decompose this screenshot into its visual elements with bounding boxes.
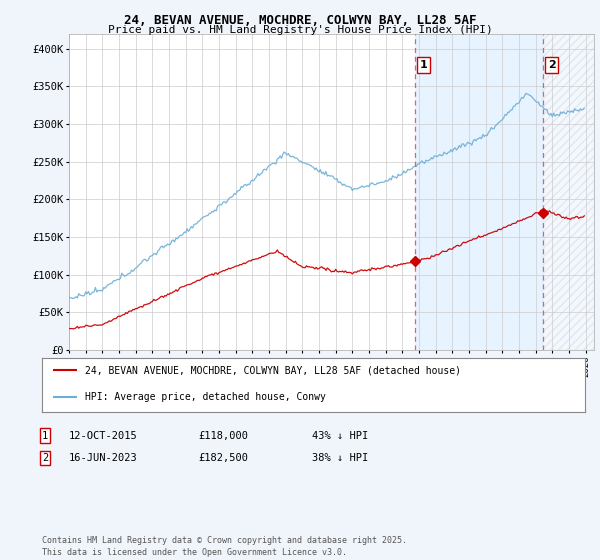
Bar	[415, 34, 544, 350]
Text: Price paid vs. HM Land Registry's House Price Index (HPI): Price paid vs. HM Land Registry's House …	[107, 25, 493, 35]
Text: 38% ↓ HPI: 38% ↓ HPI	[312, 453, 368, 463]
Text: Contains HM Land Registry data © Crown copyright and database right 2025.
This d: Contains HM Land Registry data © Crown c…	[42, 536, 407, 557]
Text: 43% ↓ HPI: 43% ↓ HPI	[312, 431, 368, 441]
Text: 2: 2	[548, 60, 556, 70]
Text: £182,500: £182,500	[198, 453, 248, 463]
Bar	[544, 34, 594, 350]
Text: 24, BEVAN AVENUE, MOCHDRE, COLWYN BAY, LL28 5AF (detached house): 24, BEVAN AVENUE, MOCHDRE, COLWYN BAY, L…	[85, 365, 461, 375]
Bar	[544, 34, 594, 350]
Text: 1: 1	[42, 431, 48, 441]
Text: 16-JUN-2023: 16-JUN-2023	[69, 453, 138, 463]
Text: 12-OCT-2015: 12-OCT-2015	[69, 431, 138, 441]
Text: £118,000: £118,000	[198, 431, 248, 441]
Text: 2: 2	[42, 453, 48, 463]
Text: HPI: Average price, detached house, Conwy: HPI: Average price, detached house, Conw…	[85, 391, 326, 402]
Text: 1: 1	[420, 60, 428, 70]
Text: 24, BEVAN AVENUE, MOCHDRE, COLWYN BAY, LL28 5AF: 24, BEVAN AVENUE, MOCHDRE, COLWYN BAY, L…	[124, 14, 476, 27]
